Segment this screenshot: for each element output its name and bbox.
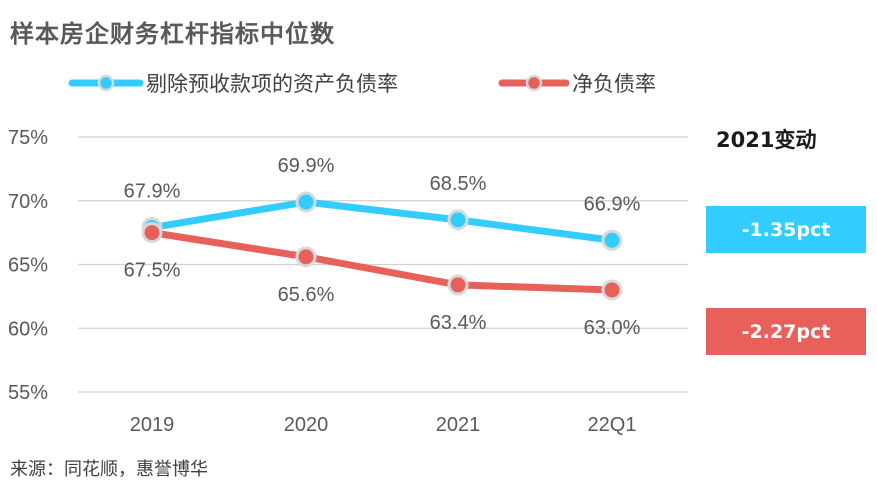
data-point	[447, 209, 469, 231]
series-lines	[141, 191, 623, 301]
x-tick-label: 2021	[436, 414, 481, 436]
y-tick-label: 60%	[8, 318, 48, 340]
data-point	[447, 274, 469, 296]
data-point	[141, 222, 163, 244]
legend-label: 净负债率	[572, 72, 656, 96]
legend-marker	[525, 74, 543, 92]
gridlines	[78, 136, 688, 393]
legend-label: 剔除预收款项的资产负债率	[146, 72, 398, 96]
data-point	[601, 279, 623, 301]
chart-title: 样本房企财务杠杆指标中位数	[10, 20, 335, 48]
data-point	[601, 229, 623, 251]
data-label: 65.6%	[278, 284, 335, 306]
change-badge-net-gearing: -2.27pct	[706, 308, 866, 355]
data-label: 67.5%	[124, 260, 181, 282]
x-tick-label: 2019	[130, 414, 175, 436]
change-badge-asset-liability: -1.35pct	[706, 206, 866, 253]
y-tick-label: 65%	[8, 255, 48, 277]
data-label: 69.9%	[278, 155, 335, 177]
change-panel-title: 2021变动	[716, 128, 817, 152]
y-tick-label: 75%	[8, 127, 48, 149]
data-label: 67.9%	[124, 181, 181, 203]
series-line	[151, 198, 613, 244]
y-tick-label: 70%	[8, 191, 48, 213]
x-tick-label: 2020	[284, 414, 329, 436]
y-tick-label: 55%	[8, 382, 48, 404]
data-label: 66.9%	[584, 193, 641, 215]
data-label: 68.5%	[430, 173, 487, 195]
y-axis-labels: 55% 60% 65% 70% 75%	[8, 127, 48, 404]
data-point	[295, 191, 317, 213]
x-axis-labels: 2019 2020 2021 22Q1	[130, 414, 637, 436]
data-label: 63.0%	[584, 317, 641, 339]
data-point	[295, 246, 317, 268]
legend-marker	[97, 74, 115, 92]
data-label: 63.4%	[430, 312, 487, 334]
x-tick-label: 22Q1	[588, 414, 637, 436]
source-note: 来源：同花顺，惠誉博华	[10, 459, 208, 480]
series-line	[151, 229, 613, 294]
data-labels: 67.9% 69.9% 68.5% 66.9% 67.5% 65.6% 63.4% 63.0%	[124, 155, 641, 339]
legend: 剔除预收款项的资产负债率 净负债率	[68, 72, 656, 96]
